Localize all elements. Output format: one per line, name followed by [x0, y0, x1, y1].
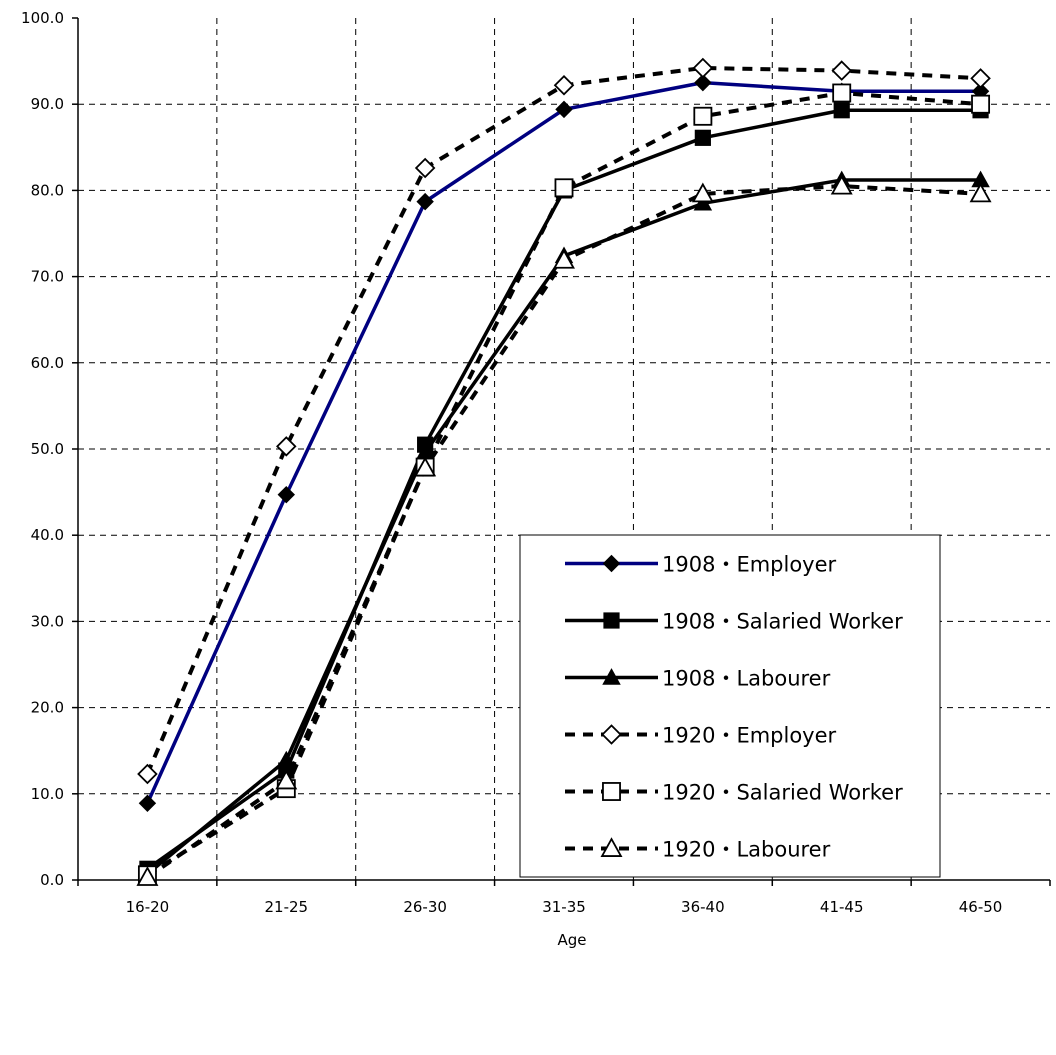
legend-label: 1920・Salaried Worker	[662, 781, 903, 805]
legend-marker	[602, 668, 621, 685]
x-tick-label: 16-20	[126, 898, 170, 916]
legend-label: 1908・Salaried Worker	[662, 610, 903, 634]
data-point	[553, 74, 575, 96]
legend-label: 1908・Labourer	[662, 667, 831, 691]
x-tick-label: 31-35	[542, 898, 586, 916]
y-tick-label: 80.0	[31, 181, 64, 199]
legend-box	[519, 534, 941, 878]
data-point	[694, 73, 712, 92]
data-point	[277, 485, 295, 504]
legend-marker	[602, 554, 621, 573]
y-tick-label: 30.0	[31, 612, 64, 630]
data-point	[276, 436, 297, 457]
x-tick-label: 46-50	[959, 898, 1003, 916]
data-point	[414, 456, 437, 477]
data-point	[694, 129, 711, 146]
data-point	[970, 68, 991, 89]
legend-label: 1908・Employer	[662, 553, 837, 577]
y-tick-label: 90.0	[31, 95, 64, 113]
data-point	[831, 60, 852, 81]
data-point	[692, 57, 714, 79]
data-point	[277, 750, 296, 768]
legend-marker	[600, 837, 623, 857]
data-point	[138, 794, 157, 812]
data-point	[554, 178, 574, 198]
data-point	[693, 193, 713, 211]
data-point	[691, 182, 714, 203]
data-point	[555, 100, 573, 119]
legend-marker	[601, 724, 622, 745]
data-point	[137, 763, 158, 785]
y-tick-label: 10.0	[31, 785, 64, 803]
y-tick-label: 70.0	[31, 268, 64, 286]
data-point	[969, 182, 992, 203]
data-point	[971, 94, 991, 114]
data-point	[136, 866, 159, 886]
legend-label: 1920・Employer	[662, 724, 837, 748]
y-tick-label: 20.0	[31, 699, 64, 717]
x-tick-label: 41-45	[820, 898, 864, 916]
x-tick-label: 21-25	[264, 898, 308, 916]
y-tick-label: 60.0	[31, 354, 64, 372]
data-point	[832, 83, 852, 103]
y-tick-label: 40.0	[31, 526, 64, 544]
y-tick-label: 100.0	[21, 9, 64, 27]
series-group	[136, 57, 992, 886]
data-point	[414, 157, 436, 179]
data-point	[833, 102, 850, 119]
y-tick-label: 0.0	[40, 871, 64, 889]
legend-marker	[603, 612, 620, 629]
legend: 1908・Employer 1908・Salaried Worker 1908・La…	[519, 534, 941, 878]
data-point	[830, 174, 853, 195]
legend-label: 1920・Labourer	[662, 838, 831, 862]
legend-marker	[602, 782, 621, 801]
data-point	[693, 106, 713, 126]
y-tick-label: 50.0	[31, 440, 64, 458]
x-tick-label: 36-40	[681, 898, 725, 916]
data-point	[275, 769, 298, 790]
data-point	[416, 192, 434, 211]
x-axis-title: Age	[557, 931, 586, 949]
x-tick-label: 26-30	[403, 898, 447, 916]
data-point	[553, 248, 575, 269]
